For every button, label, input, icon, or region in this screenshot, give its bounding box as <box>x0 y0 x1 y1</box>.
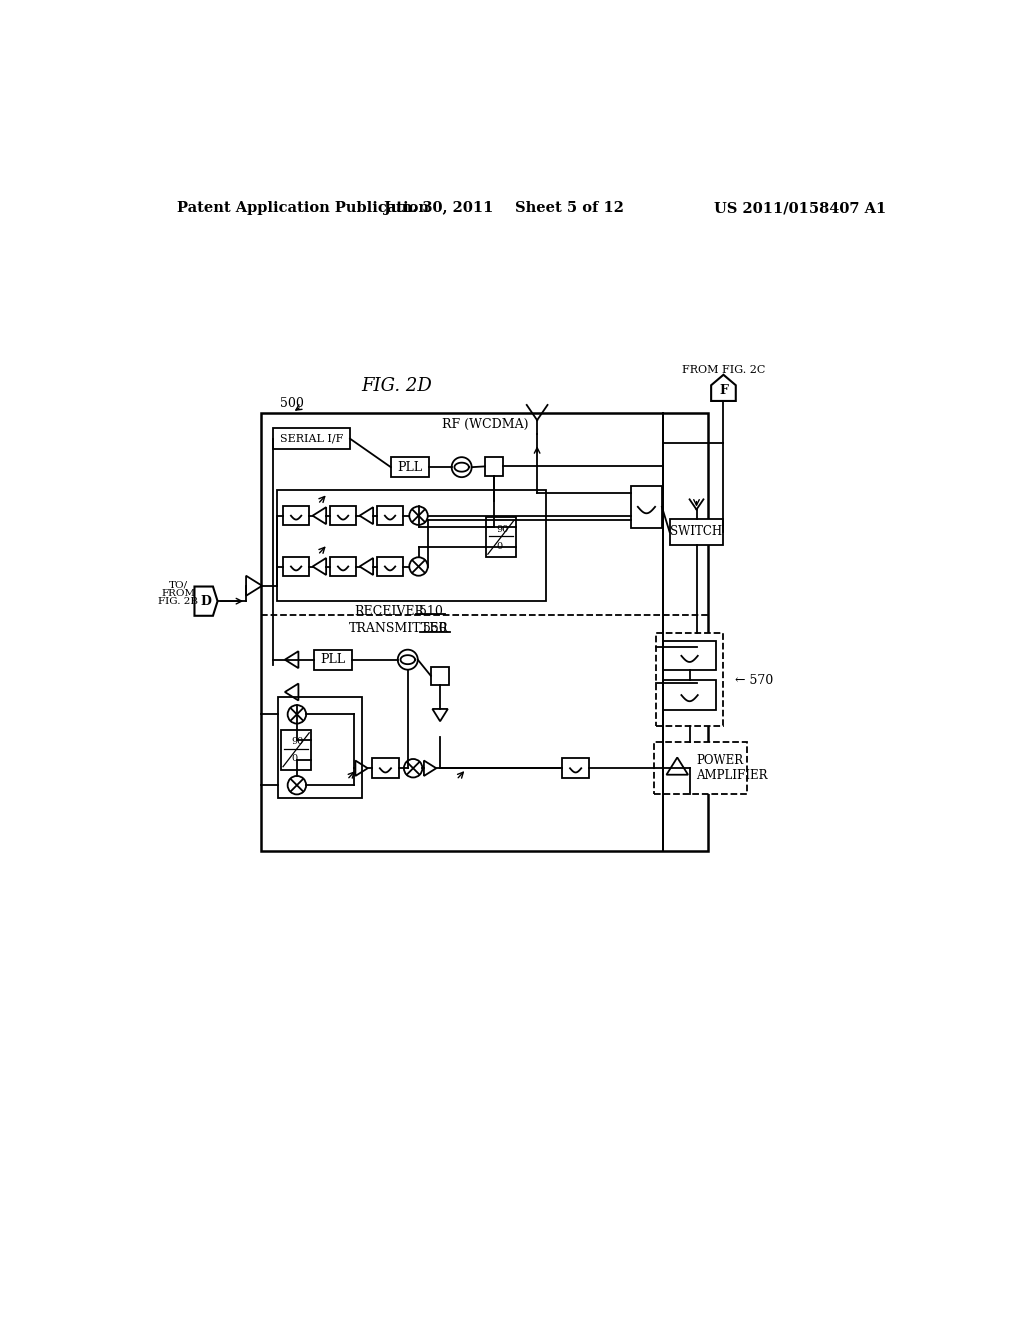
Text: RF (WCDMA): RF (WCDMA) <box>441 418 528 432</box>
Text: TO/: TO/ <box>169 581 187 590</box>
Bar <box>664 681 716 710</box>
Bar <box>562 758 590 779</box>
Bar <box>372 758 399 779</box>
Bar <box>282 730 310 770</box>
Text: PLL: PLL <box>321 653 345 667</box>
Text: 510: 510 <box>419 605 442 618</box>
Text: TRANSMITTER: TRANSMITTER <box>348 622 449 635</box>
Bar <box>377 557 403 576</box>
Bar <box>276 490 547 601</box>
Bar <box>330 507 356 525</box>
Text: FROM FIG. 2C: FROM FIG. 2C <box>682 366 765 375</box>
Bar <box>261 413 708 851</box>
Text: FIG. 2D: FIG. 2D <box>360 376 431 395</box>
Bar <box>279 697 361 797</box>
Bar <box>655 634 724 726</box>
Text: US 2011/0158407 A1: US 2011/0158407 A1 <box>715 202 887 215</box>
Text: F: F <box>719 384 728 397</box>
Bar <box>486 517 515 557</box>
Bar <box>431 667 450 685</box>
Text: POWER
AMPLIFIER: POWER AMPLIFIER <box>696 754 768 783</box>
Text: 90: 90 <box>292 738 304 746</box>
Text: D: D <box>201 594 212 607</box>
Bar <box>330 557 356 576</box>
Text: PLL: PLL <box>397 461 423 474</box>
Text: SWITCH: SWITCH <box>671 525 723 539</box>
Text: FROM: FROM <box>161 589 196 598</box>
Bar <box>484 457 503 475</box>
Text: 90: 90 <box>497 525 509 533</box>
Text: Sheet 5 of 12: Sheet 5 of 12 <box>515 202 624 215</box>
Text: 550: 550 <box>423 622 446 635</box>
Bar <box>631 486 662 528</box>
Text: Jun. 30, 2011: Jun. 30, 2011 <box>384 202 494 215</box>
Text: ← 570: ← 570 <box>735 675 773 686</box>
Text: FIG. 2B: FIG. 2B <box>159 598 199 606</box>
Text: 500: 500 <box>281 397 304 409</box>
Bar <box>664 642 716 671</box>
Bar <box>670 519 724 545</box>
Bar <box>313 649 352 669</box>
Bar <box>377 507 403 525</box>
Bar <box>283 507 309 525</box>
Bar <box>391 457 429 478</box>
Bar <box>654 742 746 795</box>
Text: SERIAL I/F: SERIAL I/F <box>280 434 343 444</box>
Text: 0: 0 <box>292 754 298 763</box>
Text: 0: 0 <box>497 541 503 550</box>
Text: Patent Application Publication: Patent Application Publication <box>177 202 429 215</box>
Text: RECEIVER: RECEIVER <box>354 605 424 618</box>
Bar <box>283 557 309 576</box>
Bar <box>273 428 350 449</box>
